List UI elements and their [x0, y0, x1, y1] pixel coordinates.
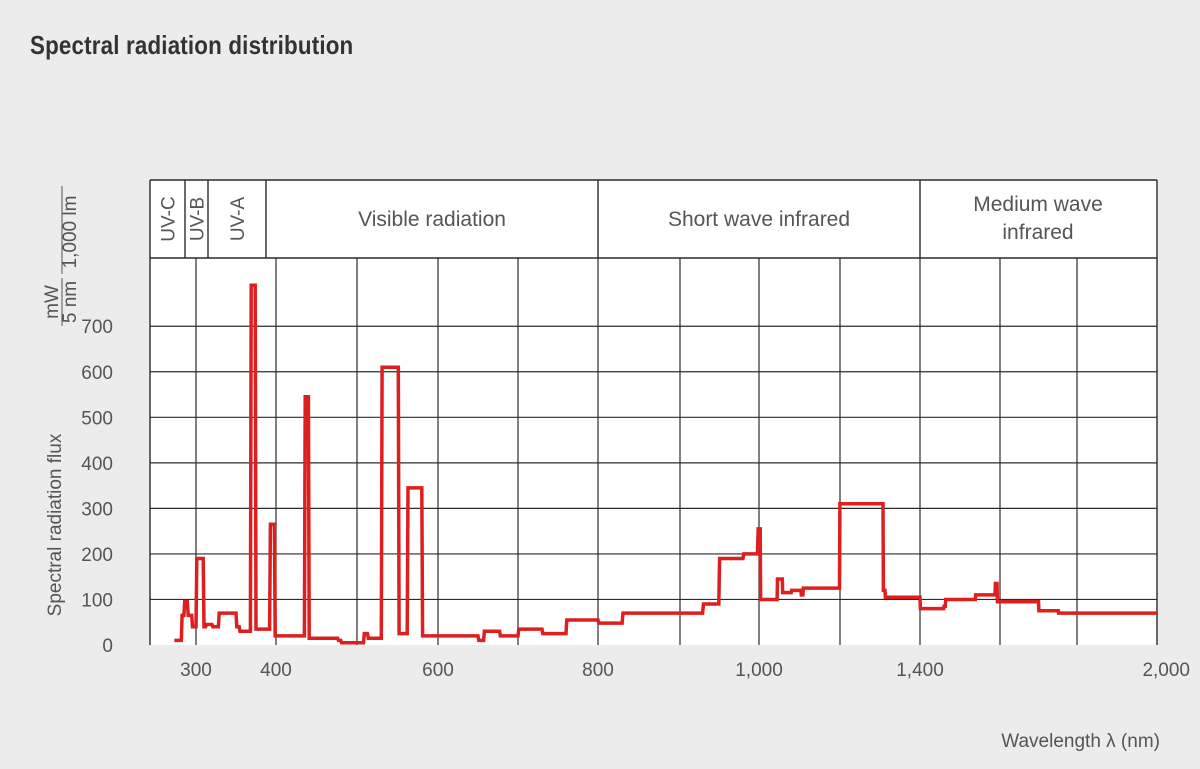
x-tick-label-3: 800 [582, 660, 614, 681]
x-tick-label-0: 300 [180, 660, 212, 681]
axis-label-layer: Spectral radiation flux mW5 nm 1,000 lm Wav… [42, 186, 1160, 752]
y-tick-label-500: 500 [81, 408, 113, 429]
y-tick-label-300: 300 [81, 499, 113, 520]
tick-label-layer: 0 100 200 300 400 500 600 700 300 400 600 800 1,000 1… [81, 317, 1190, 681]
area-fill-layer [174, 285, 1158, 645]
x-tick-label-1: 400 [260, 660, 292, 681]
x-tick-label-6: 2,000 [1142, 660, 1190, 681]
y-tick-label-0: 0 [102, 636, 113, 657]
band-label-short-ir: Short wave infrared [668, 208, 850, 231]
y-tick-label-400: 400 [81, 454, 113, 475]
band-label-2: UV-A [228, 197, 249, 242]
series-line-0 [174, 283, 1157, 645]
x-tick-label-4: 1,000 [735, 660, 783, 681]
series-area-0 [174, 285, 1158, 645]
chart-title: Spectral radiation distribution [30, 30, 354, 60]
x-axis-label: Wavelength λ (nm) [1001, 731, 1160, 752]
band-label-0: UV-C [159, 196, 180, 241]
series-layer [174, 283, 1157, 645]
plot-background [150, 180, 1157, 645]
band-label-visible: Visible radiation [358, 208, 506, 231]
y-unit-numerator: mW [42, 285, 63, 319]
y-unit-per-lumen: 1,000 lm [60, 196, 81, 269]
band-header-layer: UV-C UV-B UV-A Visible radiation Short wave … [149, 179, 1158, 645]
y-axis-label: Spectral radiation flux [45, 433, 66, 616]
y-tick-label-100: 100 [81, 590, 113, 611]
band-label-medium-ir-line-1: infrared [1002, 221, 1073, 244]
y-tick-label-200: 200 [81, 545, 113, 566]
y-tick-label-700: 700 [81, 317, 113, 338]
x-tick-label-2: 600 [422, 660, 454, 681]
y-tick-label-600: 600 [81, 363, 113, 384]
x-tick-label-5: 1,400 [896, 660, 944, 681]
band-label-1: UV-B [188, 197, 209, 241]
y-unit-denominator: 5 nm [60, 281, 81, 323]
band-label-medium-ir-line-0: Medium wave [973, 193, 1103, 216]
